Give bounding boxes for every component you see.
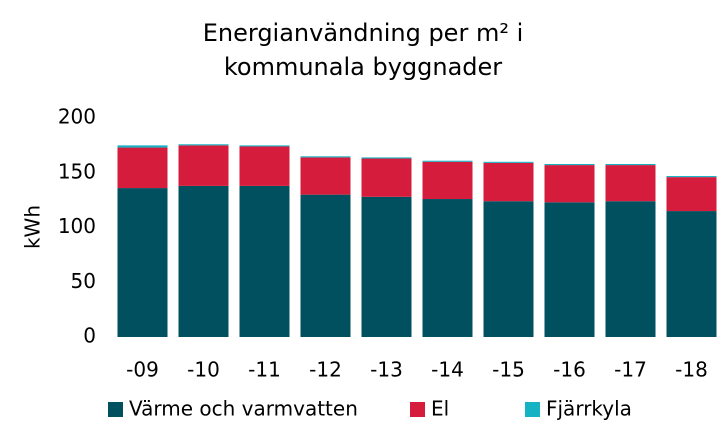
legend-label: Fjärrkyla [546, 397, 632, 421]
bar-segment [544, 165, 595, 203]
x-tick-label: -16 [553, 358, 586, 382]
y-tick-label: 0 [83, 324, 96, 348]
bar-segment [544, 163, 595, 166]
bar-segment [361, 157, 412, 159]
bar-segment [117, 188, 168, 337]
x-tick-label: -09 [126, 358, 159, 382]
bar-segment [239, 185, 290, 337]
x-tick-label: -14 [431, 358, 464, 382]
bar-segment [483, 201, 534, 337]
x-tick-label: -10 [187, 358, 220, 382]
chart-title: Energianvändning per m² i kommunala bygg… [202, 19, 524, 81]
bar-segment [666, 211, 717, 337]
legend-swatch [525, 402, 540, 417]
bar-segment [483, 161, 534, 163]
y-tick-label: 100 [58, 214, 96, 238]
bar-segment [300, 194, 351, 337]
x-tick-label: -11 [248, 358, 281, 382]
bar-segment [666, 176, 717, 178]
bar-segment [361, 158, 412, 197]
legend-swatch [410, 402, 425, 417]
x-tick-label: -13 [370, 358, 403, 382]
bar-segment [483, 162, 534, 202]
y-tick-label: 150 [58, 159, 96, 183]
legend-swatch [108, 402, 123, 417]
x-tick-label: -17 [614, 358, 647, 382]
bar-segment [178, 185, 229, 337]
bar-segment [300, 156, 351, 158]
bar-segment [605, 163, 656, 166]
bar-segment [666, 177, 717, 212]
y-axis-label: kWh [21, 205, 45, 249]
y-tick-label: 50 [71, 269, 96, 293]
bar-segment [239, 145, 290, 147]
bar-segment [422, 161, 473, 200]
bar-segment [300, 157, 351, 195]
bar-segment [178, 145, 229, 186]
x-tick-label: -15 [492, 358, 525, 382]
x-tick-label: -12 [309, 358, 342, 382]
bar-segment [239, 146, 290, 186]
y-tick-label: 200 [58, 105, 96, 129]
bar-segment [605, 201, 656, 337]
bar-segment [361, 196, 412, 337]
bar-segment [605, 165, 656, 202]
x-tick-label: -18 [675, 358, 708, 382]
bar-segment [117, 147, 168, 189]
bar-segment [422, 160, 473, 162]
legend-label: Värme och varmvatten [129, 397, 358, 421]
bar-segment [178, 144, 229, 146]
bar-segment [544, 202, 595, 337]
bar-segment [422, 199, 473, 337]
legend-label: El [431, 397, 449, 421]
bar-segment [117, 145, 168, 148]
